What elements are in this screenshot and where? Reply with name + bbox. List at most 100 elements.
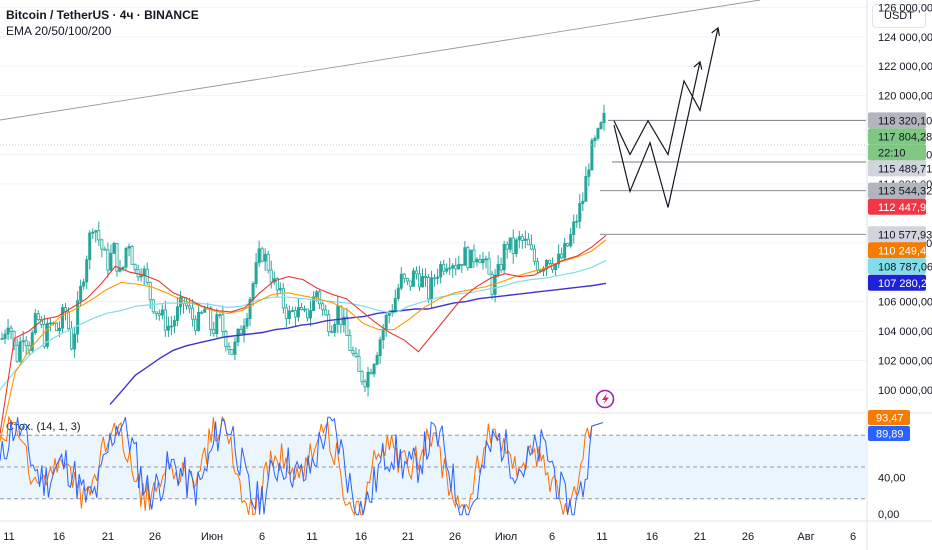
candle: [188, 305, 192, 309]
candle: [448, 267, 452, 270]
price-tag-label: 113 544,32: [878, 186, 932, 198]
candle: [112, 243, 116, 254]
candle: [151, 299, 155, 313]
time-tick: 26: [149, 531, 161, 543]
candle: [124, 247, 128, 268]
candle: [396, 287, 400, 299]
candle: [70, 328, 74, 350]
candle: [405, 277, 409, 282]
price-tag: [868, 274, 926, 291]
candle: [215, 314, 219, 335]
candle: [130, 246, 134, 265]
candle: [439, 264, 443, 278]
projection-upper: [613, 27, 719, 157]
candle: [115, 243, 119, 272]
lightning-icon[interactable]: [595, 389, 615, 409]
candle: [472, 249, 476, 263]
price-tag: [868, 198, 926, 215]
candle: [178, 297, 182, 308]
candle: [417, 273, 421, 288]
candle: [445, 268, 449, 272]
price-tag-label: 22:10: [878, 147, 906, 159]
candle: [318, 291, 322, 305]
candle: [148, 281, 152, 301]
price-tick: 122 000,00: [878, 61, 932, 73]
candle: [351, 350, 355, 354]
time-axis: 11 16 21 26 Июн 6 11 16 21 26 Июл 6 11 16 21 26 Авг 6: [3, 531, 856, 543]
price-tag: [868, 242, 926, 259]
candle: [493, 274, 497, 295]
candle: [88, 232, 92, 261]
candle: [529, 244, 533, 250]
candle: [375, 355, 379, 365]
candle: [160, 309, 164, 316]
price-tick: 120 000,00: [878, 91, 932, 103]
candle: [484, 258, 488, 261]
price-tag-label: 110 249,46: [878, 245, 932, 257]
candle: [587, 169, 591, 177]
candle: [30, 332, 34, 351]
stoch-tag-label: 93,47: [876, 413, 904, 425]
candle: [457, 263, 461, 270]
stoch-tag: [868, 410, 910, 425]
price-tag-label: 117 804,28: [878, 131, 932, 143]
price-tags: 118 320,10 117 804,28 22:10 115 489,71 113 5…: [868, 112, 932, 441]
candle: [33, 313, 37, 334]
candle: [321, 303, 325, 311]
time-tick: 21: [102, 531, 114, 543]
candle: [91, 231, 95, 234]
ema20-line: [0, 234, 607, 435]
candle: [399, 273, 403, 289]
candle: [275, 278, 279, 291]
candle: [287, 310, 291, 319]
time-tick: 6: [259, 531, 265, 543]
time-tick: 16: [646, 531, 658, 543]
candle: [200, 311, 204, 314]
candle: [166, 325, 170, 331]
candle: [6, 327, 10, 335]
time-tick: 26: [742, 531, 754, 543]
price-tag: [868, 258, 926, 275]
candle: [260, 248, 264, 262]
projection-lower: [613, 61, 701, 208]
candle: [508, 237, 512, 250]
candle: [481, 258, 485, 264]
price-tag-label: 115 489,71: [878, 163, 932, 175]
price-tag: [868, 112, 926, 129]
candle: [496, 264, 500, 276]
candle: [248, 298, 252, 319]
candle: [251, 283, 255, 300]
candle: [369, 371, 373, 375]
candle: [560, 253, 564, 259]
price-tag-label: 107 280,27: [878, 278, 932, 290]
candle: [532, 248, 536, 262]
candle: [293, 310, 297, 318]
drawings: [0, 0, 866, 235]
price-tick: 102 000,00: [878, 356, 932, 368]
candle: [360, 370, 364, 383]
candle: [194, 318, 198, 331]
currency-button[interactable]: USDT: [872, 4, 926, 28]
candle: [520, 236, 524, 241]
candle: [557, 253, 561, 265]
candle: [263, 253, 267, 262]
stoch-tag-label: 89,89: [876, 429, 904, 441]
price-tick: 104 000,00: [878, 326, 932, 338]
candle: [106, 249, 110, 271]
candle: [381, 328, 385, 341]
ema-legend[interactable]: EMA 20/50/100/200: [6, 24, 112, 38]
candle: [82, 281, 86, 287]
candle: [36, 313, 40, 320]
candle: [175, 306, 179, 321]
candle: [514, 239, 518, 254]
candle: [67, 311, 71, 330]
price-tag-label: 108 787,06: [878, 261, 932, 273]
candle: [451, 265, 455, 269]
candle: [163, 309, 167, 331]
candle: [94, 230, 98, 233]
candle: [414, 270, 418, 275]
ema100-line: [0, 259, 607, 391]
candle: [42, 323, 46, 347]
price-tag-label: 112 447,93: [878, 202, 932, 214]
